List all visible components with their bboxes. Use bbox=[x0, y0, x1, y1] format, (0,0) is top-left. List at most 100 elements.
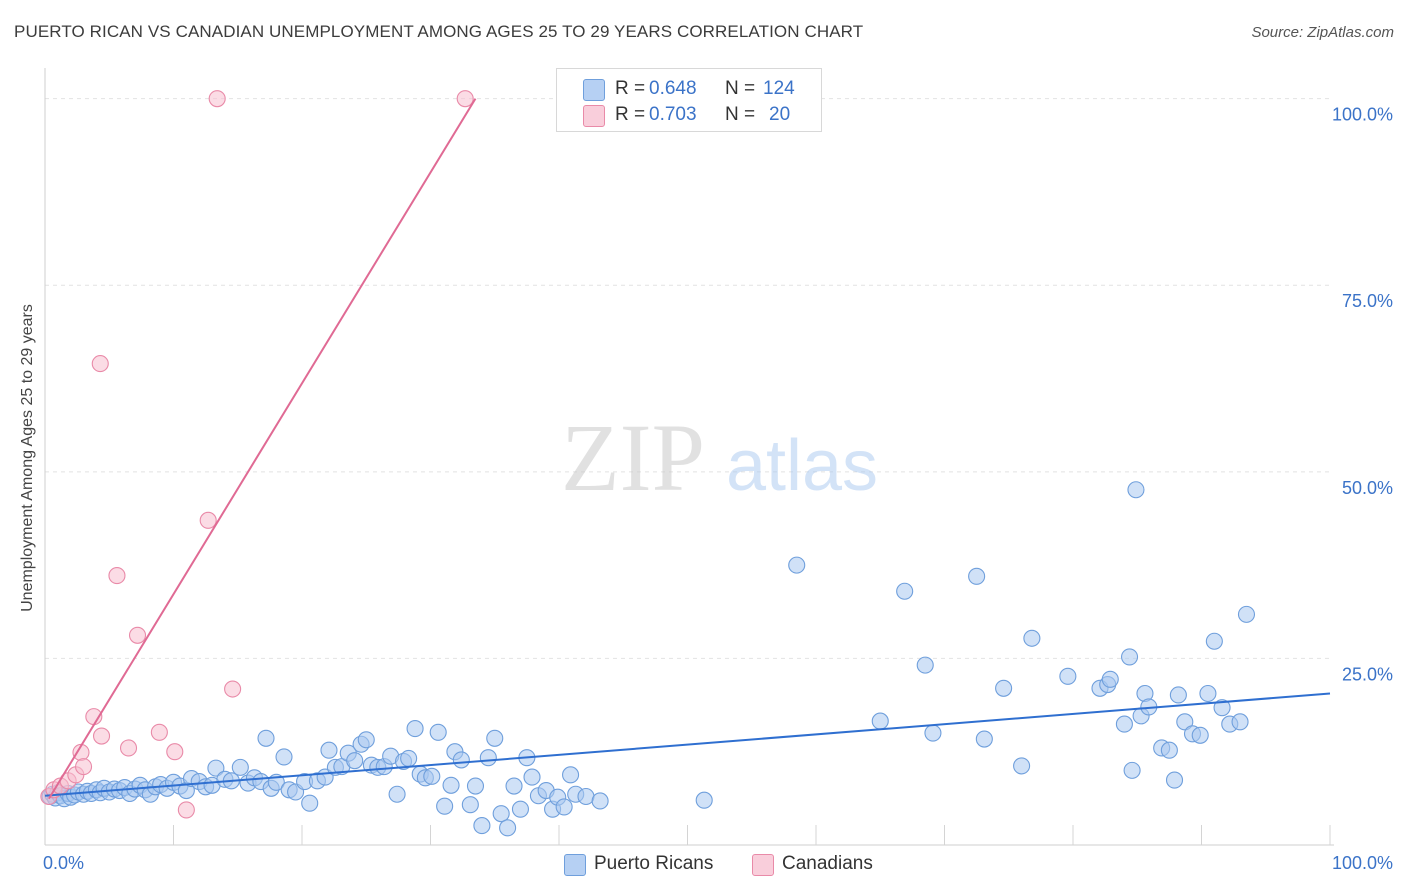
data-point-puerto-ricans bbox=[924, 724, 942, 742]
legend-r-value: 0.648 bbox=[649, 78, 697, 99]
watermark-atlas: atlas bbox=[726, 426, 878, 506]
data-point-puerto-ricans bbox=[1231, 713, 1249, 731]
data-point-puerto-ricans bbox=[1120, 648, 1139, 666]
legend-swatch-blue bbox=[564, 854, 586, 876]
y-tick-label: 100.0% bbox=[1332, 105, 1393, 125]
data-point-puerto-ricans bbox=[388, 785, 406, 803]
data-point-puerto-ricans bbox=[968, 567, 986, 585]
x-tick-label: 0.0% bbox=[43, 853, 84, 873]
data-point-canadians bbox=[119, 739, 138, 757]
legend-row-puerto-ricans: R = 0.648 N = 124 bbox=[557, 77, 821, 103]
data-point-puerto-ricans bbox=[523, 768, 541, 786]
data-point-puerto-ricans bbox=[257, 729, 275, 747]
data-point-canadians bbox=[91, 355, 109, 373]
data-point-puerto-ricans bbox=[1191, 726, 1209, 744]
series-legend: Puerto Ricans Canadians bbox=[0, 852, 1406, 876]
data-point-puerto-ricans bbox=[479, 749, 497, 767]
y-tick-label: 75.0% bbox=[1342, 291, 1393, 311]
data-point-puerto-ricans bbox=[1023, 629, 1041, 647]
axes bbox=[44, 68, 1334, 846]
watermark-zip: ZIP bbox=[561, 404, 705, 511]
data-point-canadians bbox=[224, 680, 242, 698]
legend-n-label: N = bbox=[725, 104, 756, 125]
y-tick-label: 25.0% bbox=[1342, 664, 1393, 684]
data-point-puerto-ricans bbox=[492, 805, 510, 823]
data-point-canadians bbox=[92, 727, 111, 745]
data-point-puerto-ricans bbox=[555, 798, 573, 816]
data-point-puerto-ricans bbox=[562, 766, 580, 784]
data-point-puerto-ricans bbox=[231, 758, 249, 776]
data-point-puerto-ricans bbox=[896, 582, 914, 600]
grid bbox=[45, 98, 1330, 659]
data-point-puerto-ricans bbox=[916, 656, 934, 674]
data-point-puerto-ricans bbox=[301, 794, 319, 812]
data-point-puerto-ricans bbox=[1160, 741, 1178, 759]
legend-item-label: Canadians bbox=[782, 853, 873, 874]
source-label: Source: ZipAtlas.com bbox=[1251, 24, 1394, 41]
data-point-puerto-ricans bbox=[505, 777, 523, 795]
data-point-puerto-ricans bbox=[436, 797, 454, 815]
tick-labels: 25.0% 50.0% 75.0% 100.0% 0.0% 100.0% bbox=[43, 105, 1393, 873]
data-point-canadians bbox=[128, 626, 147, 644]
legend-swatch-pink bbox=[583, 105, 605, 127]
legend-n-value: 20 bbox=[769, 104, 791, 125]
legend-swatch-blue bbox=[583, 79, 605, 101]
legend-r-value: 0.703 bbox=[649, 104, 697, 125]
data-point-canadians bbox=[199, 511, 217, 529]
data-point-canadians bbox=[456, 90, 474, 108]
data-point-puerto-ricans bbox=[995, 679, 1013, 697]
legend-n-label: N = bbox=[725, 78, 756, 99]
data-point-canadians bbox=[108, 567, 126, 585]
data-point-puerto-ricans bbox=[511, 800, 530, 818]
data-point-puerto-ricans bbox=[1013, 757, 1031, 775]
data-point-puerto-ricans bbox=[423, 767, 441, 785]
data-point-puerto-ricans bbox=[207, 759, 225, 777]
y-tick-label: 50.0% bbox=[1342, 478, 1393, 498]
data-point-puerto-ricans bbox=[473, 817, 491, 835]
trend-lines bbox=[44, 98, 1331, 800]
data-point-puerto-ricans bbox=[400, 749, 418, 767]
data-point-puerto-ricans bbox=[452, 751, 470, 769]
data-point-puerto-ricans bbox=[695, 791, 713, 809]
data-point-puerto-ricans bbox=[577, 787, 595, 806]
data-point-puerto-ricans bbox=[275, 748, 293, 766]
data-point-puerto-ricans bbox=[1165, 771, 1184, 789]
data-point-puerto-ricans bbox=[429, 723, 447, 741]
data-point-puerto-ricans bbox=[320, 741, 338, 759]
data-point-puerto-ricans bbox=[1213, 699, 1231, 717]
watermark: ZIP atlas bbox=[561, 404, 878, 511]
data-point-canadians bbox=[150, 723, 168, 741]
data-point-puerto-ricans bbox=[871, 712, 889, 730]
data-point-puerto-ricans bbox=[466, 777, 485, 795]
data-point-puerto-ricans bbox=[1059, 667, 1077, 685]
data-point-puerto-ricans bbox=[461, 796, 479, 814]
data-point-canadians bbox=[75, 758, 93, 776]
legend-swatch-pink bbox=[752, 854, 774, 876]
correlation-legend: R = 0.648 N = 124 R = 0.703 N = 20 bbox=[556, 68, 822, 132]
data-point-puerto-ricans bbox=[1127, 481, 1145, 499]
data-point-puerto-ricans bbox=[1169, 686, 1187, 704]
data-point-puerto-ricans bbox=[1123, 761, 1141, 779]
chart-title: PUERTO RICAN VS CANADIAN UNEMPLOYMENT AM… bbox=[14, 22, 864, 41]
data-point-canadians bbox=[166, 743, 184, 761]
data-point-puerto-ricans bbox=[975, 730, 993, 748]
trend-line-puerto-ricans bbox=[44, 692, 1331, 797]
data-point-puerto-ricans bbox=[788, 556, 806, 574]
data-point-puerto-ricans bbox=[591, 792, 609, 810]
legend-row-canadians: R = 0.703 N = 20 bbox=[557, 103, 821, 129]
legend-item-label: Puerto Ricans bbox=[594, 853, 714, 874]
legend-n-value: 124 bbox=[763, 78, 795, 99]
data-point-puerto-ricans bbox=[442, 776, 460, 794]
data-point-puerto-ricans bbox=[1237, 605, 1256, 623]
x-tick-label: 100.0% bbox=[1332, 853, 1393, 873]
legend-r-label: R = bbox=[615, 78, 646, 99]
data-point-puerto-ricans bbox=[406, 720, 424, 738]
data-point-canadians bbox=[208, 90, 226, 108]
data-point-puerto-ricans bbox=[346, 752, 364, 770]
data-point-puerto-ricans bbox=[486, 729, 504, 747]
trend-line-canadians bbox=[48, 98, 477, 800]
legend-r-label: R = bbox=[615, 104, 646, 125]
data-point-puerto-ricans bbox=[1205, 632, 1223, 650]
data-point-puerto-ricans bbox=[1199, 684, 1217, 703]
